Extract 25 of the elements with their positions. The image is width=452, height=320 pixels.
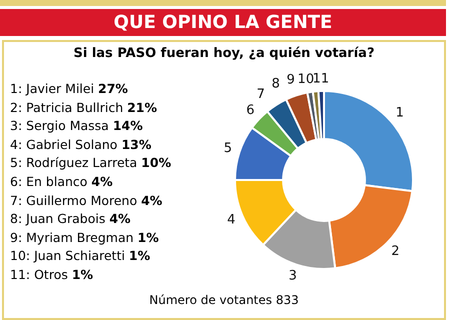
text: 3: Sergio Massa 14% bbox=[10, 118, 143, 134]
text: 1: Javier Milei 27% bbox=[10, 81, 128, 96]
slice-label: 8 bbox=[272, 76, 280, 92]
slice-label: 6 bbox=[246, 103, 255, 118]
slice-label: 5 bbox=[224, 141, 232, 156]
text: 5: Rodríguez Larreta 10% bbox=[10, 155, 172, 170]
text: 9: Myriam Bregman 1% bbox=[10, 230, 159, 245]
slice-label: 2 bbox=[391, 244, 400, 259]
text: 8: Juan Grabois 4% bbox=[10, 211, 131, 226]
text: 7: Guillermo Moreno 4% bbox=[10, 192, 162, 208]
text: 10: Juan Schiaretti 1% bbox=[10, 248, 150, 264]
slice-label: 3 bbox=[288, 268, 297, 284]
text: Número de votantes 833 bbox=[148, 293, 300, 307]
slice-label: 9 bbox=[286, 72, 295, 88]
text: 11: Otros 1% bbox=[10, 266, 94, 282]
slice-label: 10 bbox=[298, 72, 314, 87]
slice-label: 4 bbox=[227, 212, 236, 228]
text: 4: Gabriel Solano 13% bbox=[10, 136, 152, 152]
text: 2: Patricia Bullrich 21% bbox=[10, 100, 158, 115]
text: 6: En blanco 4% bbox=[10, 174, 113, 189]
chart-title: QUE OPINO LA GENTE bbox=[0, 9, 446, 36]
slice-label: 11 bbox=[312, 71, 330, 86]
slice-label: 7 bbox=[256, 87, 265, 102]
chart-subtitle: Si las PASO fueran hoy, ¿a quién votaría? bbox=[72, 46, 376, 61]
slice-label: 1 bbox=[396, 106, 404, 121]
